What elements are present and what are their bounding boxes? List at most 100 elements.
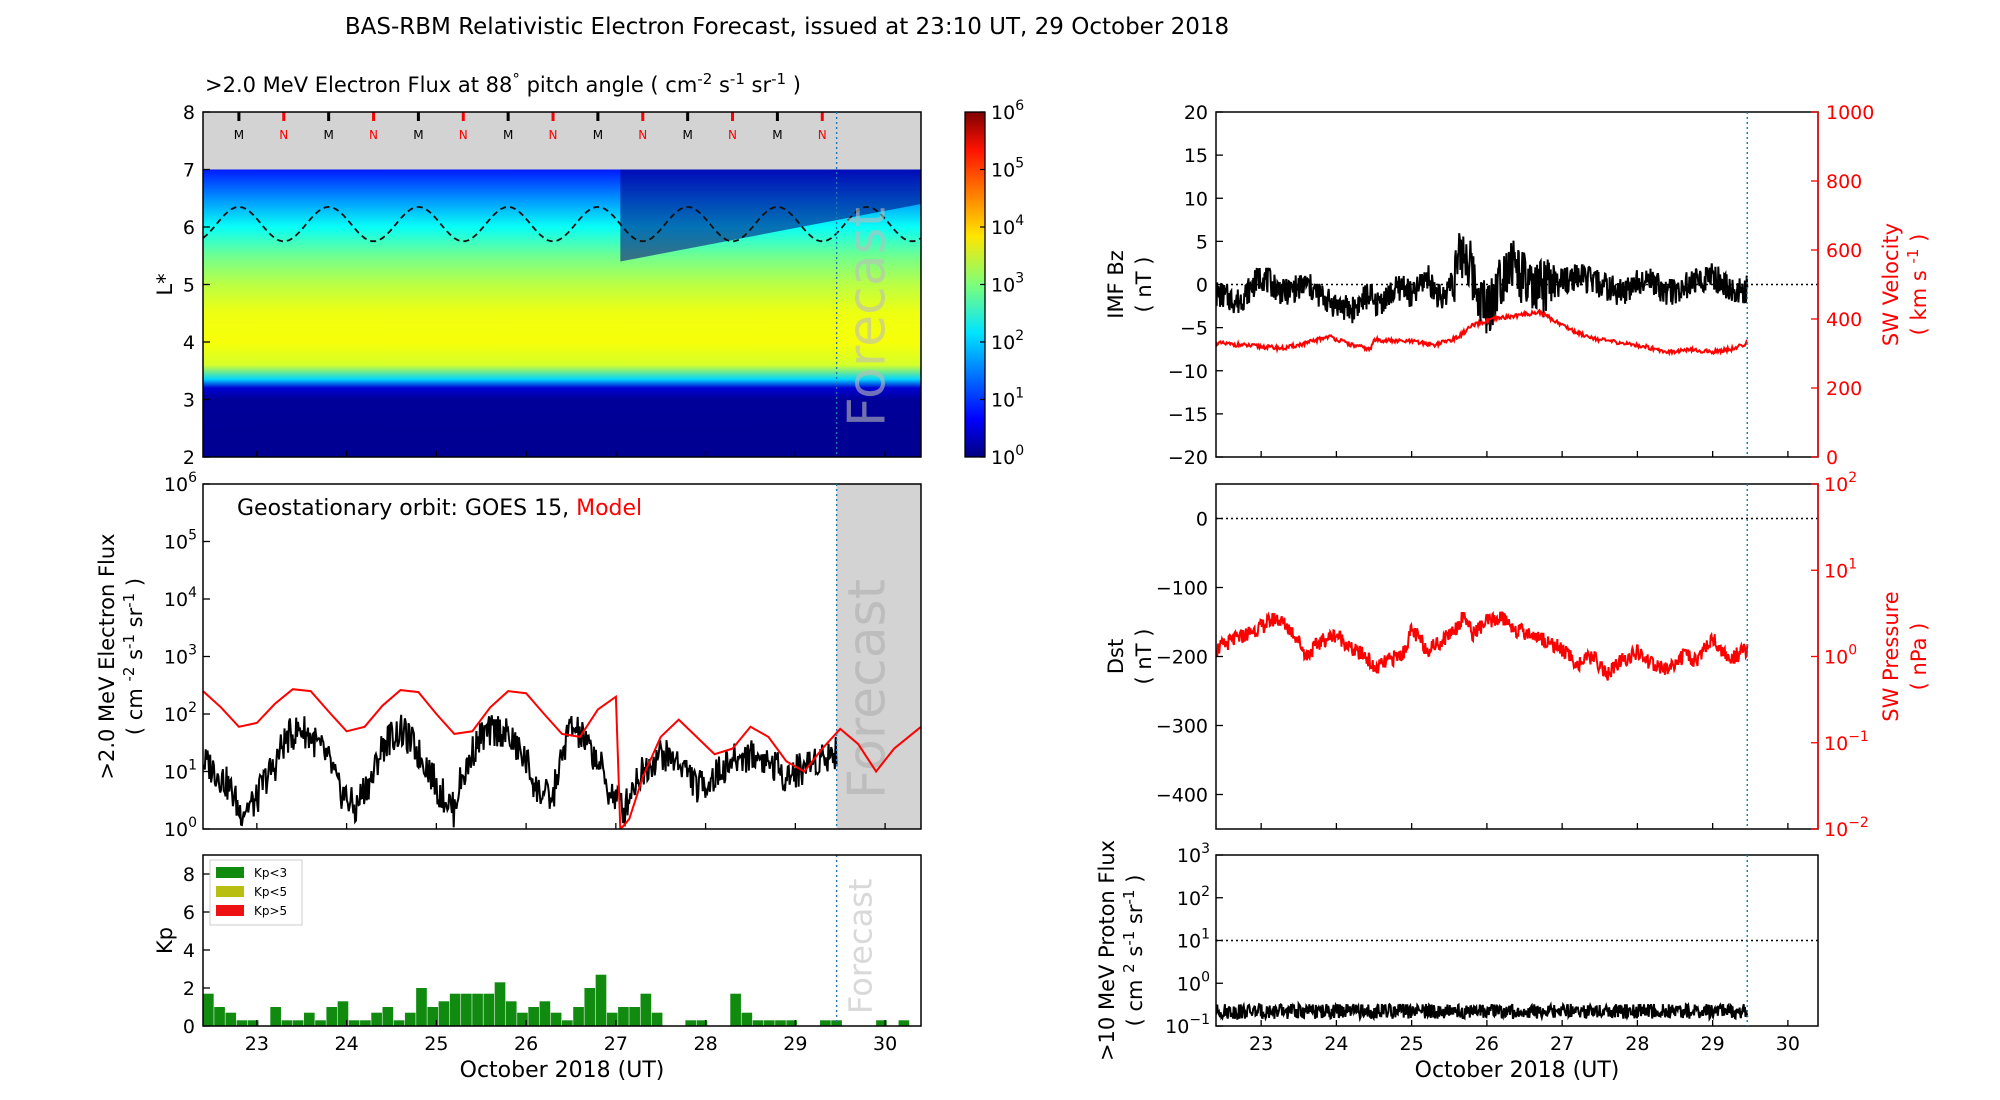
- sw-velocity-ylabel-line2: ( km s -1 ): [1904, 234, 1931, 336]
- colorbar-tick-label: 101: [991, 386, 1024, 412]
- kp-bar: [932, 1007, 943, 1026]
- kp-frame: [202, 854, 922, 1027]
- kp-ytick-label: 2: [183, 978, 195, 1000]
- flux-map-title-run: pitch angle ( cm: [520, 73, 697, 97]
- proton-xtick-label: 25: [1400, 1033, 1424, 1055]
- proton-flux-line: [1216, 1000, 1749, 1023]
- kp-xtick-label: 25: [424, 1033, 448, 1055]
- colorbar-tick-label: 100: [991, 443, 1024, 469]
- colorbar-tick-label-exp: 1: [1015, 386, 1024, 402]
- imf-ytick-label: 5: [1196, 231, 1208, 253]
- imf-bz-line: [1216, 233, 1749, 334]
- flux-map-ytick-label: 6: [183, 217, 195, 239]
- proton-ytick-label-exp: 2: [1201, 884, 1210, 900]
- imf-ytick-label: −10: [1168, 361, 1208, 383]
- imf-ytick-label: −20: [1168, 447, 1208, 469]
- kp-bar: [225, 1012, 237, 1026]
- kp-bar: [214, 1007, 225, 1026]
- kp-bar: [831, 1020, 842, 1026]
- dst-ytick-label: −100: [1156, 578, 1208, 600]
- kp-bar: [763, 1020, 775, 1026]
- flux-map-title: >2.0 MeV Electron Flux at 88° pitch angl…: [205, 70, 801, 97]
- kp-xtick-label: 29: [783, 1033, 807, 1055]
- orbit-marker-label: M: [772, 128, 782, 142]
- kp-bar: [539, 1001, 551, 1026]
- sw-pressure-ytick-label: 100: [1824, 643, 1857, 669]
- orbit-marker-label: M: [593, 128, 603, 142]
- orbit-marker-label: N: [638, 128, 647, 142]
- geo-ylabel-line1: >2.0 MeV Electron Flux: [95, 533, 119, 779]
- orbit-marker-label: M: [682, 128, 692, 142]
- kp-bar: [988, 988, 999, 1026]
- proton-ytick-label: 102: [1177, 884, 1210, 910]
- kp-bar: [393, 1020, 405, 1026]
- kp-bar: [360, 1020, 371, 1026]
- geo-ytick-label-base: 10: [164, 589, 188, 611]
- sw-pressure-ytick-label-base: 10: [1824, 733, 1848, 755]
- kp-bar: [326, 1007, 338, 1026]
- geo-ytick-label-exp: 4: [188, 585, 197, 601]
- geo-ytick-label: 101: [164, 758, 197, 784]
- colorbar-tick-label-exp: 0: [1015, 443, 1024, 459]
- proton-ytick-label-base: 10: [1165, 1016, 1189, 1038]
- kp-bar: [203, 993, 214, 1026]
- kp-xtick-label: 28: [694, 1033, 718, 1055]
- sw-pressure-ylabel-line2: ( nPa ): [1907, 623, 1931, 691]
- flux-map-ytick-label: 7: [183, 160, 195, 182]
- proton-ytick-label-exp: 0: [1201, 969, 1210, 985]
- kp-bar: [247, 1020, 259, 1026]
- kp-xtick-label: 30: [873, 1033, 897, 1055]
- sw-pressure-ytick-label-base: 10: [1824, 560, 1848, 582]
- kp-bar: [955, 988, 966, 1026]
- geo-ytick-label: 103: [164, 643, 197, 669]
- kp-bar: [292, 1020, 304, 1026]
- sw-pressure-ytick-label-exp: 1: [1848, 556, 1857, 572]
- kp-bar: [640, 993, 652, 1026]
- flux-map-data-gap: [203, 112, 921, 170]
- orbit-marker-label: N: [818, 128, 827, 142]
- kp-bar: [966, 1001, 977, 1026]
- geo-ytick-label-exp: 2: [188, 700, 197, 716]
- geo-ytick-label-base: 10: [164, 762, 188, 784]
- kp-xtick-label: 24: [335, 1033, 359, 1055]
- proton-ylabel-line2-run: -1: [1120, 889, 1138, 904]
- kp-bar: [786, 1020, 798, 1026]
- kp-ytick-label: 8: [183, 864, 195, 886]
- kp-bar: [943, 988, 954, 1026]
- flux-map-ytick-label: 3: [183, 390, 195, 412]
- geo-legend: Geostationary orbit: GOES 15, Model: [237, 496, 642, 521]
- proton-xlabel: October 2018 (UT): [1415, 1058, 1620, 1083]
- proton-ytick-label-base: 10: [1177, 888, 1201, 910]
- proton-ylabel-line2: ( cm 2 s-1 sr-1 ): [1120, 875, 1147, 1027]
- orbit-marker-label: N: [459, 128, 468, 142]
- kp-bar: [752, 1020, 764, 1026]
- colorbar-tick-label-exp: 4: [1015, 213, 1024, 229]
- kp-bar: [618, 1007, 629, 1026]
- kp-bar: [595, 974, 607, 1026]
- imf-ylabel-line1: IMF Bz: [1104, 250, 1128, 319]
- imf-ylabel-line2: ( nT ): [1132, 257, 1156, 313]
- kp-bar: [741, 1012, 753, 1026]
- geo-legend-run: Model: [576, 496, 642, 521]
- geo-ytick-label-exp: 5: [188, 528, 197, 544]
- kp-legend-label: Kp>5: [254, 904, 287, 918]
- flux-map-forecast-watermark: Forecast: [838, 207, 898, 427]
- sw-velocity-line: [1216, 308, 1749, 357]
- proton-ylabel-line2-run: ): [1123, 875, 1147, 890]
- kp-bar: [820, 1020, 831, 1026]
- proton-ytick-label-exp: 3: [1201, 841, 1210, 857]
- proton-ytick-label: 103: [1177, 841, 1210, 867]
- geo-forecast-watermark: Forecast: [838, 579, 898, 799]
- orbit-marker-label: M: [503, 128, 513, 142]
- imf-ytick-label: 20: [1184, 102, 1208, 124]
- geo-ylabel-line2-run: sr: [123, 607, 147, 634]
- kp-bar: [517, 1012, 528, 1026]
- kp-ylabel: Kp: [153, 927, 177, 954]
- geo-ytick-label-exp: 0: [188, 815, 197, 831]
- flux-map-ytick-label: 4: [183, 332, 195, 354]
- proton-ytick-label: 100: [1177, 969, 1210, 995]
- colorbar-tick-label-exp: 6: [1015, 98, 1024, 114]
- colorbar-tick-label: 104: [991, 213, 1024, 239]
- proton-xtick-label: 26: [1475, 1033, 1499, 1055]
- orbit-marker-label: M: [413, 128, 423, 142]
